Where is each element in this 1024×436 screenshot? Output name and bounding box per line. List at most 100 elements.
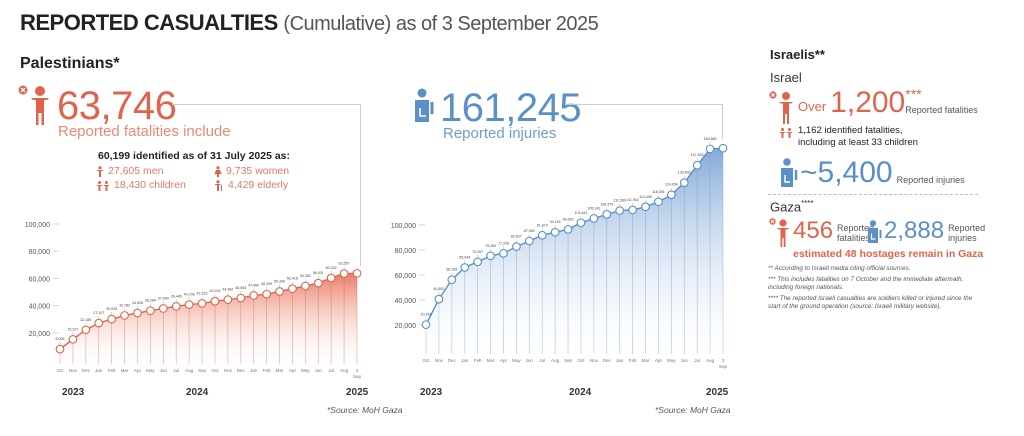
svg-text:3: 3 bbox=[722, 358, 725, 363]
svg-text:Mar: Mar bbox=[276, 368, 284, 373]
svg-text:Jan: Jan bbox=[461, 358, 469, 363]
year-label-2025: 2025 bbox=[706, 387, 729, 398]
footnote: *** This includes fatalities on 7 Octobe… bbox=[768, 275, 964, 292]
svg-text:41,615: 41,615 bbox=[197, 291, 208, 295]
svg-text:96,359: 96,359 bbox=[563, 217, 574, 221]
svg-text:Aug: Aug bbox=[185, 368, 194, 373]
svg-text:Aug: Aug bbox=[551, 358, 560, 363]
svg-text:Mar: Mar bbox=[121, 368, 129, 373]
svg-text:Jun: Jun bbox=[315, 368, 323, 373]
injuries-caption: Reported injuries bbox=[443, 125, 557, 142]
svg-text:Oct: Oct bbox=[211, 368, 219, 373]
svg-text:32,782: 32,782 bbox=[119, 303, 130, 307]
svg-text:101,641: 101,641 bbox=[574, 211, 587, 215]
svg-text:Jan: Jan bbox=[95, 368, 103, 373]
svg-text:Sep: Sep bbox=[719, 364, 728, 369]
svg-text:44,382: 44,382 bbox=[222, 288, 233, 292]
svg-text:70,457: 70,457 bbox=[472, 250, 483, 254]
svg-text:75,260: 75,260 bbox=[485, 244, 496, 248]
svg-text:43,204: 43,204 bbox=[209, 289, 220, 293]
svg-text:63,557: 63,557 bbox=[339, 262, 350, 266]
svg-text:56,165: 56,165 bbox=[446, 268, 457, 272]
person-injured-icon bbox=[868, 220, 882, 243]
svg-text:60,000: 60,000 bbox=[395, 273, 417, 280]
svg-text:47,460: 47,460 bbox=[248, 283, 259, 287]
svg-text:Nov: Nov bbox=[435, 358, 444, 363]
israel-identified-note: 1,162 identified fatalities, including a… bbox=[798, 125, 918, 148]
svg-text:Jul: Jul bbox=[173, 368, 179, 373]
svg-text:Jun: Jun bbox=[526, 358, 534, 363]
svg-text:91,673: 91,673 bbox=[537, 223, 548, 227]
svg-text:39,445: 39,445 bbox=[171, 294, 182, 298]
identified-breakdown: 60,199 identified as of 31 July 2025 as:… bbox=[72, 150, 324, 191]
svg-text:94,154: 94,154 bbox=[550, 220, 561, 224]
israelis-heading: Israelis** bbox=[770, 47, 825, 62]
footnote: **** The reported Israeli casualties are… bbox=[768, 294, 973, 311]
svg-text:40,000: 40,000 bbox=[29, 304, 51, 311]
svg-text:May: May bbox=[301, 368, 310, 373]
svg-text:160,660: 160,660 bbox=[704, 137, 717, 141]
svg-text:77,208: 77,208 bbox=[498, 241, 509, 245]
svg-text:20,000: 20,000 bbox=[29, 331, 51, 338]
svg-text:15,207: 15,207 bbox=[67, 327, 78, 331]
svg-text:147,643: 147,643 bbox=[691, 153, 704, 157]
svg-text:Jan: Jan bbox=[616, 358, 624, 363]
svg-text:60,332: 60,332 bbox=[326, 266, 337, 270]
fatalities-caption: Reported fatalities include bbox=[58, 123, 231, 140]
identified-women: 9,735 women bbox=[214, 165, 324, 177]
svg-text:124,054: 124,054 bbox=[665, 183, 678, 187]
title-subtitle: (Cumulative) as of 3 September 2025 bbox=[283, 13, 599, 35]
svg-text:100,000: 100,000 bbox=[25, 222, 50, 229]
svg-text:20,242: 20,242 bbox=[421, 313, 432, 317]
svg-text:108,379: 108,379 bbox=[600, 202, 613, 206]
svg-text:52,418: 52,418 bbox=[287, 277, 298, 281]
svg-text:111,902: 111,902 bbox=[626, 198, 638, 202]
year-label-2023: 2023 bbox=[420, 387, 443, 398]
palestinians-heading: Palestinians* bbox=[20, 55, 120, 72]
svg-text:Aug: Aug bbox=[340, 368, 349, 373]
identified-men: 27,605 men bbox=[96, 165, 214, 177]
footnotes: ** According to Israeli media citing off… bbox=[768, 265, 983, 314]
identified-children: 18,430 children bbox=[96, 179, 214, 191]
svg-text:Jun: Jun bbox=[160, 368, 168, 373]
svg-text:Oct: Oct bbox=[577, 358, 585, 363]
svg-text:80,000: 80,000 bbox=[395, 248, 417, 255]
fatalities-total: 63,746 bbox=[57, 84, 177, 128]
svg-text:87,060: 87,060 bbox=[524, 229, 535, 233]
identified-heading: 60,199 identified as of 31 July 2025 as: bbox=[98, 150, 291, 162]
connector-line-vertical bbox=[722, 104, 723, 139]
connector-line bbox=[172, 104, 360, 105]
footnote: ** According to Israeli media citing off… bbox=[768, 265, 911, 272]
svg-text:48,399: 48,399 bbox=[261, 282, 272, 286]
woman-icon bbox=[214, 165, 222, 177]
year-label-2024: 2024 bbox=[569, 387, 592, 398]
gaza-injuries: 2,888 Reported injuries bbox=[884, 217, 986, 244]
svg-text:20,000: 20,000 bbox=[395, 323, 417, 330]
svg-text:30,035: 30,035 bbox=[106, 307, 117, 311]
svg-text:May: May bbox=[667, 358, 676, 363]
gaza-label: Gaza**** bbox=[770, 199, 814, 215]
svg-text:Oct: Oct bbox=[422, 358, 430, 363]
year-label-2024: 2024 bbox=[186, 387, 209, 398]
svg-text:65,949: 65,949 bbox=[459, 255, 470, 259]
svg-text:Jul: Jul bbox=[539, 358, 545, 363]
svg-text:8,005: 8,005 bbox=[56, 337, 65, 341]
fatalities-chart: 20,000 40,000 60,000 80,000 100,000 8,005 15,2… bbox=[25, 222, 362, 379]
svg-text:Feb: Feb bbox=[629, 358, 637, 363]
svg-text:Dec: Dec bbox=[237, 368, 246, 373]
svg-text:Dec: Dec bbox=[82, 368, 91, 373]
svg-text:60,000: 60,000 bbox=[29, 276, 51, 283]
svg-text:50,399: 50,399 bbox=[274, 279, 285, 283]
svg-text:Feb: Feb bbox=[263, 368, 271, 373]
svg-text:82,627: 82,627 bbox=[511, 235, 522, 239]
svg-text:Jun: Jun bbox=[681, 358, 689, 363]
svg-text:Jul: Jul bbox=[694, 358, 700, 363]
svg-text:Apr: Apr bbox=[134, 368, 142, 373]
israel-injuries: ~5,400 Reported injuries bbox=[800, 156, 965, 189]
children-icon bbox=[779, 128, 793, 138]
page-title: REPORTED CASUALTIES (Cumulative) as of 3… bbox=[20, 10, 599, 36]
svg-text:Jul: Jul bbox=[328, 368, 334, 373]
svg-text:56,531: 56,531 bbox=[313, 271, 324, 275]
source-note: *Source: MoH Gaza bbox=[655, 405, 731, 415]
svg-text:Mar: Mar bbox=[487, 358, 495, 363]
